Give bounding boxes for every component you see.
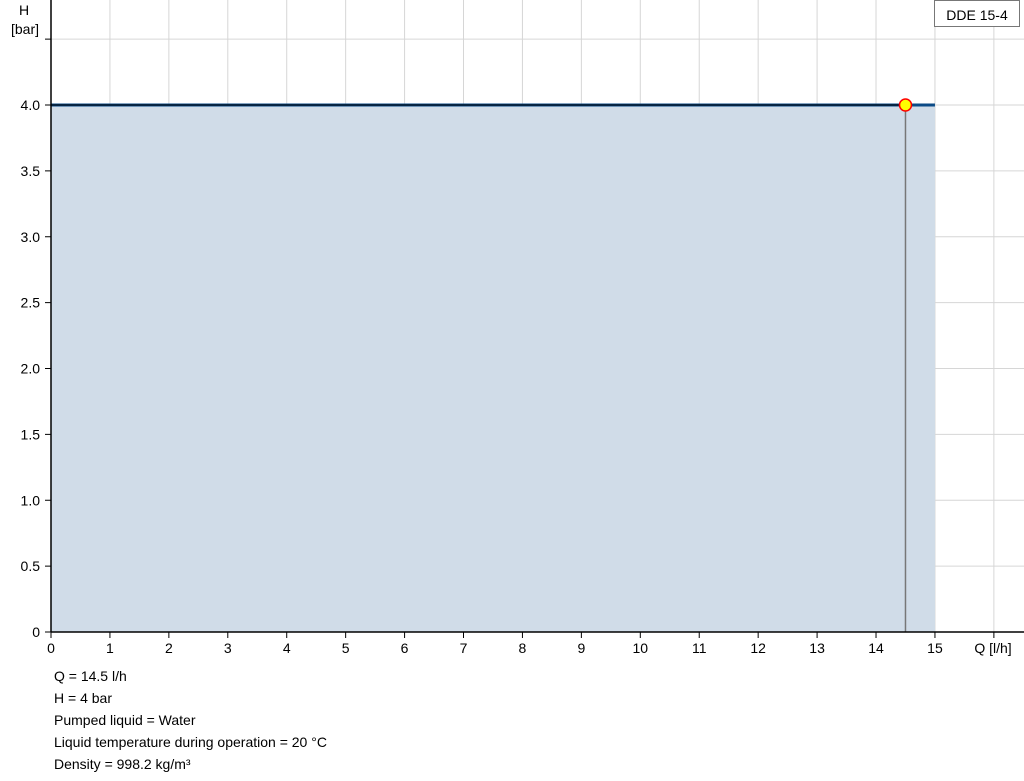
info-head: H = 4 bar [54,690,112,706]
y-axis-label: H [19,2,29,18]
x-tick-label: 14 [868,640,884,656]
pump-curve-chart: 0 1 2 3 4 5 6 7 8 9 10 11 12 13 14 1500.51.01.52.02.53.… [11,0,1024,656]
x-tick-label: 11 [692,640,707,656]
x-tick-label: 8 [519,640,527,656]
info-flow: Q = 14.5 l/h [54,668,127,684]
x-tick-label: 15 [927,640,943,656]
y-tick-label: 1.0 [21,492,41,508]
y-tick-label: 4.0 [21,97,41,113]
x-tick-label: 6 [401,640,409,656]
x-tick-label: 1 [106,640,114,656]
y-tick-label: 3.5 [21,163,41,179]
y-tick-label: 1.5 [21,426,41,442]
x-tick-label: 5 [342,640,350,656]
info-temperature: Liquid temperature during operation = 20… [54,734,327,750]
x-axis-label: Q [l/h] [974,640,1011,656]
y-tick-label: 0.5 [21,558,41,574]
y-tick-label: 3.0 [21,229,41,245]
info-liquid: Pumped liquid = Water [54,712,196,728]
x-tick-label: 10 [633,640,649,656]
x-tick-label: 7 [460,640,468,656]
y-axis-unit: [bar] [11,21,39,37]
y-tick-label: 0 [32,624,40,640]
info-density: Density = 998.2 kg/m³ [54,756,191,772]
operating-info: Q = 14.5 l/h H = 4 bar Pumped liquid = W… [54,665,327,775]
x-tick-label: 3 [224,640,232,656]
x-tick-label: 2 [165,640,173,656]
y-tick-label: 2.0 [21,361,41,377]
operating-point [898,98,913,112]
x-tick-label: 12 [750,640,766,656]
x-tick-label: 4 [283,640,291,656]
x-tick-label: 13 [809,640,825,656]
x-tick-label: 0 [47,640,55,656]
curve-area [51,105,935,632]
x-tick-label: 9 [577,640,585,656]
y-tick-label: 2.5 [21,295,41,311]
legend-pump-name: DDE 15-4 [934,0,1020,27]
